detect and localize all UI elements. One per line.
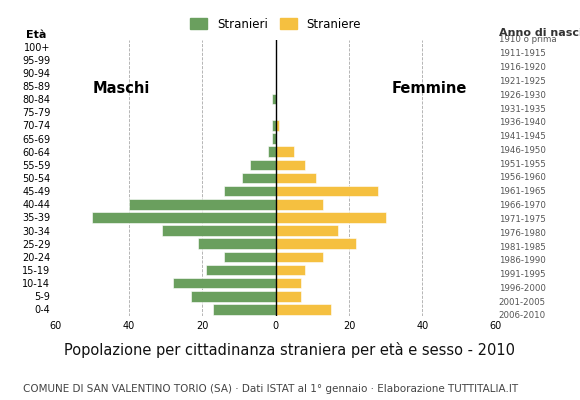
Bar (250, 160, 276, 170)
Text: 1976-1980: 1976-1980 (499, 229, 546, 238)
Bar (268, 146, 276, 157)
Text: 1966-1970: 1966-1970 (499, 201, 546, 210)
Text: 1951-1955: 1951-1955 (499, 160, 546, 169)
Text: 2001-2005: 2001-2005 (499, 298, 546, 307)
Text: 1971-1975: 1971-1975 (499, 215, 546, 224)
Bar (198, 238, 276, 249)
Text: COMUNE DI SAN VALENTINO TORIO (SA) · Dati ISTAT al 1° gennaio · Elaborazione TUT: COMUNE DI SAN VALENTINO TORIO (SA) · Dat… (23, 384, 519, 394)
Text: 1986-1990: 1986-1990 (499, 256, 546, 265)
Bar (276, 238, 356, 249)
Bar (276, 199, 323, 210)
Bar (276, 173, 316, 183)
Text: 1956-1960: 1956-1960 (499, 174, 546, 182)
Bar (276, 291, 301, 302)
Text: Età: Età (26, 30, 46, 40)
Bar (129, 199, 276, 210)
Bar (276, 212, 386, 223)
Bar (224, 252, 276, 262)
Bar (276, 265, 305, 275)
Text: 1981-1985: 1981-1985 (499, 242, 546, 252)
Bar (92, 212, 275, 223)
Text: 1931-1935: 1931-1935 (499, 104, 546, 114)
Text: 1916-1920: 1916-1920 (499, 63, 546, 72)
Text: 1991-1995: 1991-1995 (499, 270, 545, 279)
Text: 2006-2010: 2006-2010 (499, 312, 546, 320)
Text: 1961-1965: 1961-1965 (499, 187, 546, 196)
Bar (191, 291, 276, 302)
Text: 1911-1915: 1911-1915 (499, 49, 546, 58)
Text: 1946-1950: 1946-1950 (499, 146, 546, 155)
Bar (224, 186, 276, 196)
Bar (276, 304, 331, 315)
Bar (206, 265, 276, 275)
Text: 1941-1945: 1941-1945 (499, 132, 546, 141)
Bar (276, 186, 378, 196)
Bar (276, 146, 294, 157)
Bar (173, 278, 276, 288)
Bar (272, 94, 276, 104)
Text: 1910 o prima: 1910 o prima (499, 36, 556, 44)
Bar (276, 160, 305, 170)
Text: 1936-1940: 1936-1940 (499, 118, 546, 127)
Bar (213, 304, 276, 315)
Text: Popolazione per cittadinanza straniera per età e sesso - 2010: Popolazione per cittadinanza straniera p… (64, 342, 516, 358)
Bar (272, 120, 276, 131)
Bar (272, 133, 276, 144)
Bar (162, 225, 276, 236)
Legend: Stranieri, Straniere: Stranieri, Straniere (185, 13, 366, 35)
Text: 1996-2000: 1996-2000 (499, 284, 546, 293)
Bar (276, 225, 338, 236)
Text: Maschi: Maschi (93, 81, 150, 96)
Text: 1921-1925: 1921-1925 (499, 77, 546, 86)
Bar (276, 120, 279, 131)
Text: Femmine: Femmine (392, 81, 467, 96)
Text: Anno di nascita: Anno di nascita (499, 28, 580, 38)
Bar (276, 278, 301, 288)
Bar (276, 252, 323, 262)
Bar (242, 173, 276, 183)
Text: 1926-1930: 1926-1930 (499, 91, 546, 100)
